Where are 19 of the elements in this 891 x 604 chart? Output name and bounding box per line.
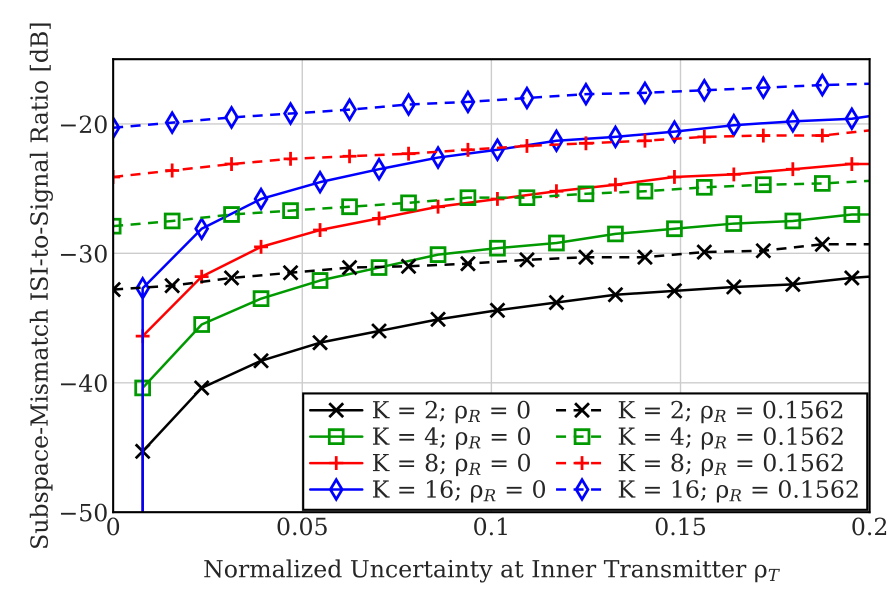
legend-label: K = 16; ρ$_{R}$ = 0.1562 — [618, 480, 858, 503]
y-tick-label: −40 — [60, 374, 107, 392]
legend-label: K = 16; ρ$_{R}$ = 0 — [372, 480, 545, 503]
y-tick-label: −50 — [60, 504, 107, 522]
legend-label: K = 8; ρ$_{R}$ = 0.1562 — [618, 454, 843, 476]
legend-label: K = 8; ρ$_{R}$ = 0 — [372, 454, 530, 476]
x-tick-label: 0.1 — [474, 517, 507, 536]
legend-label: K = 2; ρ$_{R}$ = 0.1562 — [618, 400, 842, 424]
legend-label: K = 4; ρ$_{R}$ = 0.1562 — [618, 427, 843, 450]
legend-label: K = 2; ρ$_{R}$ = 0 — [372, 400, 530, 424]
x-tick-label: 0.05 — [278, 517, 327, 536]
y-tick-label: −30 — [60, 244, 107, 263]
x-tick-label: 0.2 — [852, 517, 886, 536]
legend-label: K = 4; ρ$_{R}$ = 0 — [372, 427, 530, 450]
y-axis-title: Subspace-Mismatch ISI-to-Signal Ratio [dB] — [30, 24, 53, 548]
x-tick-label: 0 — [107, 517, 120, 536]
x-tick-label: 0.15 — [656, 517, 705, 536]
y-tick-label: −20 — [60, 115, 107, 134]
x-axis-title: Normalized Uncertainty at Inner Transmitter ρ$_{T}$ — [204, 559, 780, 583]
